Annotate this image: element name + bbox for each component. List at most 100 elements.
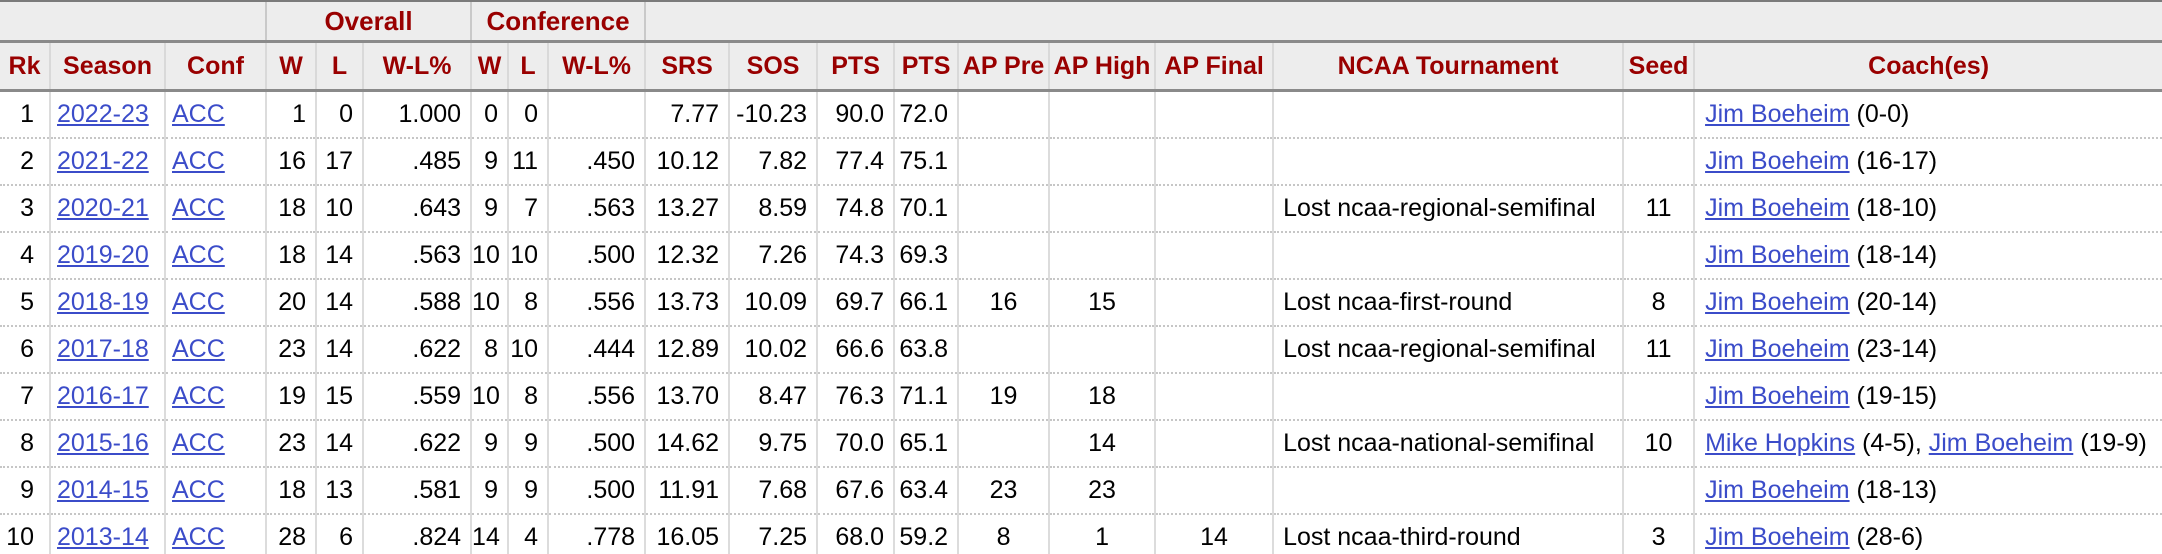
cell-ncaa-tournament <box>1273 466 1625 514</box>
cell-overall-wins: 18 <box>266 231 318 279</box>
cell-ap-high <box>1049 90 1157 138</box>
cell-overall-losses: 14 <box>316 419 365 467</box>
cell-coaches: Jim Boeheim (28-6) <box>1694 513 2162 554</box>
cell-season: 2021-22 <box>50 137 166 185</box>
coach-link[interactable]: Jim Boeheim <box>1928 429 2074 457</box>
season-link[interactable]: 2019-20 <box>57 241 149 269</box>
column-header-opp-pts[interactable]: PTS <box>894 41 960 92</box>
column-header-seed[interactable]: Seed <box>1623 41 1696 92</box>
conf-link[interactable]: ACC <box>172 147 225 175</box>
coach-link[interactable]: Jim Boeheim <box>1705 335 1850 363</box>
cell-ncaa-tournament <box>1273 231 1625 279</box>
column-header-conf[interactable]: Conf <box>165 41 268 92</box>
table-row: 6 2017-18 ACC 23 14.622 8 10.444 12.89 10.02 66.6… <box>0 325 2162 373</box>
column-header-ap-pre[interactable]: AP Pre <box>958 41 1051 92</box>
cell-overall-wl-pct: .581 <box>363 466 473 514</box>
coach-link[interactable]: Jim Boeheim <box>1705 523 1850 551</box>
season-link[interactable]: 2016-17 <box>57 382 149 410</box>
cell-ap-pre <box>958 231 1051 279</box>
cell-ap-final <box>1155 137 1275 185</box>
column-header-overall-wl-pct[interactable]: W-L% <box>363 41 473 92</box>
column-header-srs[interactable]: SRS <box>645 41 731 92</box>
cell-sos: 8.59 <box>729 184 819 232</box>
cell-srs: 12.89 <box>645 325 731 373</box>
cell-seed <box>1623 137 1696 185</box>
conf-link[interactable]: ACC <box>172 335 225 363</box>
column-header-ap-high[interactable]: AP High <box>1049 41 1157 92</box>
group-header-blank-left <box>0 2 268 43</box>
cell-sos: 10.09 <box>729 278 819 326</box>
cell-coaches: Jim Boeheim (19-15) <box>1694 372 2162 420</box>
coach-link[interactable]: Jim Boeheim <box>1705 476 1850 504</box>
cell-seed: 3 <box>1623 513 1696 554</box>
cell-overall-wl-pct: .485 <box>363 137 473 185</box>
cell-overall-wins: 18 <box>266 184 318 232</box>
coach-link[interactable]: Jim Boeheim <box>1705 241 1850 269</box>
coach-link[interactable]: Jim Boeheim <box>1705 288 1850 316</box>
cell-pts: 90.0 <box>817 90 896 138</box>
column-header-row: Rk Season Conf W L W-L% W L W-L% SRS SOS… <box>0 41 2162 92</box>
cell-overall-wl-pct: .824 <box>363 513 473 554</box>
cell-srs: 10.12 <box>645 137 731 185</box>
conf-link[interactable]: ACC <box>172 288 225 316</box>
column-header-overall-losses[interactable]: L <box>316 41 365 92</box>
column-header-season[interactable]: Season <box>50 41 166 92</box>
cell-srs: 11.91 <box>645 466 731 514</box>
cell-overall-wl-pct: .559 <box>363 372 473 420</box>
conf-link[interactable]: ACC <box>172 523 225 551</box>
table-row: 8 2015-16 ACC 23 14.622 9 9.500 14.62 9.75 70.0 65… <box>0 419 2162 467</box>
column-header-ap-final[interactable]: AP Final <box>1155 41 1275 92</box>
cell-overall-wl-pct: .588 <box>363 278 473 326</box>
cell-opp-pts: 66.1 <box>894 278 960 326</box>
coach-link[interactable]: Jim Boeheim <box>1705 147 1850 175</box>
column-header-rank[interactable]: Rk <box>0 41 51 92</box>
coach-link[interactable]: Jim Boeheim <box>1705 194 1850 222</box>
conf-link[interactable]: ACC <box>172 100 225 128</box>
column-header-pts[interactable]: PTS <box>817 41 896 92</box>
conf-link[interactable]: ACC <box>172 429 225 457</box>
season-link[interactable]: 2018-19 <box>57 288 149 316</box>
table-body: 1 2022-23 ACC 1 0 1.000 0 0 7.77 -10.23 90.0 72.0 Ji… <box>0 90 2162 554</box>
cell-ap-final <box>1155 231 1275 279</box>
conf-link[interactable]: ACC <box>172 382 225 410</box>
cell-pts: 76.3 <box>817 372 896 420</box>
column-header-coaches[interactable]: Coach(es) <box>1694 41 2162 92</box>
cell-seed <box>1623 372 1696 420</box>
column-header-conf-wins[interactable]: W <box>471 41 510 92</box>
conf-link[interactable]: ACC <box>172 476 225 504</box>
cell-overall-wl-pct: .643 <box>363 184 473 232</box>
cell-ap-high: 14 <box>1049 419 1157 467</box>
coach-link[interactable]: Jim Boeheim <box>1705 382 1850 410</box>
conf-link[interactable]: ACC <box>172 241 225 269</box>
column-header-conf-losses[interactable]: L <box>508 41 550 92</box>
season-link[interactable]: 2014-15 <box>57 476 149 504</box>
cell-rank: 8 <box>0 419 51 467</box>
column-header-overall-wins[interactable]: W <box>266 41 318 92</box>
column-header-sos[interactable]: SOS <box>729 41 819 92</box>
cell-sos: 7.26 <box>729 231 819 279</box>
column-header-conf-wl-pct[interactable]: W-L% <box>548 41 647 92</box>
cell-conf: ACC <box>165 231 268 279</box>
cell-conf-wins: 9 <box>471 184 510 232</box>
cell-season: 2016-17 <box>50 372 166 420</box>
season-link[interactable]: 2017-18 <box>57 335 149 363</box>
cell-ap-pre: 8 <box>958 513 1051 554</box>
season-link[interactable]: 2015-16 <box>57 429 149 457</box>
cell-sos: 7.82 <box>729 137 819 185</box>
coach-link[interactable]: Jim Boeheim <box>1705 100 1850 128</box>
season-link[interactable]: 2021-22 <box>57 147 149 175</box>
season-link[interactable]: 2020-21 <box>57 194 149 222</box>
conf-link[interactable]: ACC <box>172 194 225 222</box>
cell-rank: 1 <box>0 90 51 138</box>
cell-conf-wl-pct: .450 <box>548 137 647 185</box>
season-link[interactable]: 2022-23 <box>57 100 149 128</box>
cell-seed <box>1623 90 1696 138</box>
cell-srs: 14.62 <box>645 419 731 467</box>
cell-coaches: Jim Boeheim (16-17) <box>1694 137 2162 185</box>
cell-conf: ACC <box>165 372 268 420</box>
column-header-ncaa-tournament[interactable]: NCAA Tournament <box>1273 41 1625 92</box>
cell-conf-losses: 8 <box>508 278 550 326</box>
season-link[interactable]: 2013-14 <box>57 523 149 551</box>
coach-link[interactable]: Mike Hopkins <box>1705 429 1856 457</box>
cell-srs: 13.27 <box>645 184 731 232</box>
